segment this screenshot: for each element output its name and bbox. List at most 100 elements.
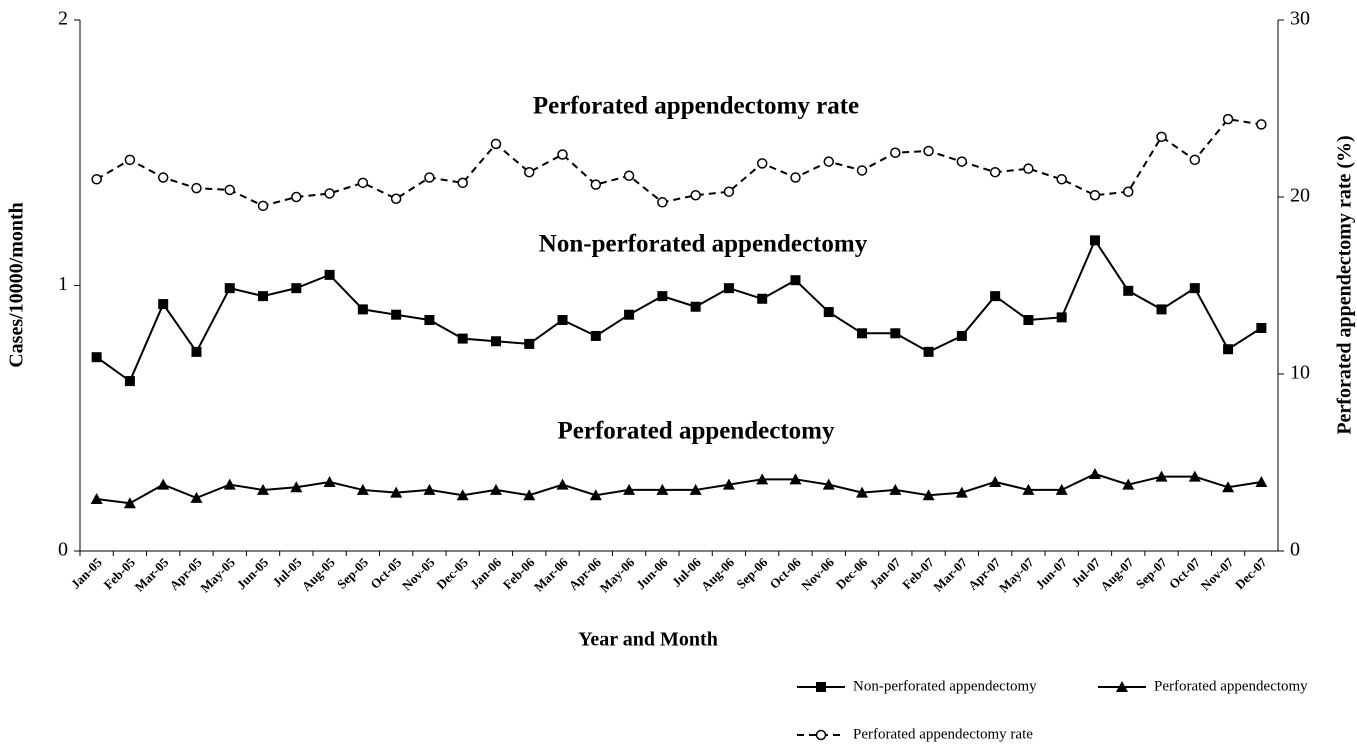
marker [1189,283,1200,294]
marker [324,269,335,280]
marker [90,492,103,504]
series-line [96,238,1262,383]
marker [889,483,902,495]
marker [1089,189,1101,201]
marker [490,336,501,347]
x-tick-label: Feb-06 [500,554,538,592]
marker [590,179,602,190]
x-tick-label: Jan-06 [467,554,505,592]
y2-tick-label: 20 [1290,185,1310,207]
annotation: Perforated appendectomy rate [533,93,859,120]
marker [91,174,102,185]
marker [258,291,269,302]
marker [1256,119,1267,130]
marker [623,170,635,182]
marker [789,473,802,485]
marker [390,193,402,205]
marker [323,475,336,487]
marker [157,478,170,490]
marker [857,328,868,339]
marker [1022,483,1035,495]
marker [823,156,834,167]
marker [757,293,768,304]
marker [955,486,968,498]
marker [390,486,403,498]
marker [1255,475,1268,487]
marker [1188,470,1201,482]
marker [158,299,169,310]
marker [423,483,436,495]
marker [922,489,935,501]
marker [590,330,601,341]
x-tick-label: Jan-05 [68,554,106,592]
legend-item: Perforated appendectomy rate [797,726,1033,742]
x-tick-label: Jun-07 [1032,554,1070,592]
x-tick-label: Nov-06 [798,554,837,593]
marker [1116,681,1128,692]
marker [1123,186,1134,197]
x-tick-label: Aug-05 [299,554,339,594]
x-tick-label: Dec-07 [1232,554,1270,592]
marker [557,315,568,326]
x-tick-label: Mar-05 [132,554,172,594]
series-line [96,118,1262,207]
marker [1089,235,1100,246]
marker [1055,483,1068,495]
marker [756,473,769,485]
marker [890,328,901,339]
x-tick-label: May-06 [597,554,638,595]
marker [1222,113,1234,125]
x-tick-label: Oct-05 [367,554,405,592]
annotation: Non-perforated appendectomy [539,231,868,258]
marker [690,301,701,312]
marker [291,283,302,294]
x-tick-label: Nov-05 [399,554,438,593]
annotation: Perforated appendectomy [557,418,835,445]
legend-label: Perforated appendectomy [1154,678,1308,694]
marker [224,283,235,294]
x-tick-label: Sep-06 [733,554,771,592]
marker [689,483,702,495]
marker [557,149,568,160]
marker [856,486,869,498]
marker [656,483,669,495]
marker [524,166,535,178]
marker [723,283,734,294]
marker [1156,131,1167,143]
y-tick-label: 0 [58,539,68,561]
marker [956,156,968,167]
marker [556,478,569,490]
y2-axis-title: Perforated appendectomy rate (%) [1334,135,1356,434]
legend-label: Perforated appendectomy rate [853,726,1033,742]
marker [790,275,801,286]
marker [657,291,668,302]
marker [990,291,1001,302]
marker [1223,344,1234,355]
marker [456,489,469,501]
marker [1023,163,1034,174]
series-line [96,472,1262,505]
x-tick-label: Oct-06 [767,554,805,592]
x-tick-label: May-07 [996,554,1037,595]
x-tick-label: Nov-07 [1198,554,1237,593]
marker [490,138,502,150]
x-tick-label: Mar-07 [930,554,970,594]
marker [391,309,402,320]
y2-tick-label: 0 [1290,539,1300,561]
marker [690,189,701,201]
marker [816,682,826,692]
legend-label: Non-perforated appendectomy [853,678,1037,694]
x-axis-title: Year and Month [578,629,718,651]
marker [624,309,635,320]
marker [790,172,801,183]
marker [91,352,102,363]
x-tick-label: Sep-07 [1133,554,1171,592]
legend-item: Perforated appendectomy [1098,678,1308,694]
marker [657,197,668,208]
marker [815,729,827,741]
marker [856,165,868,176]
x-tick-label: May-05 [197,554,238,595]
x-tick-label: Sep-05 [334,554,372,592]
marker [1056,312,1067,323]
marker [357,304,368,315]
